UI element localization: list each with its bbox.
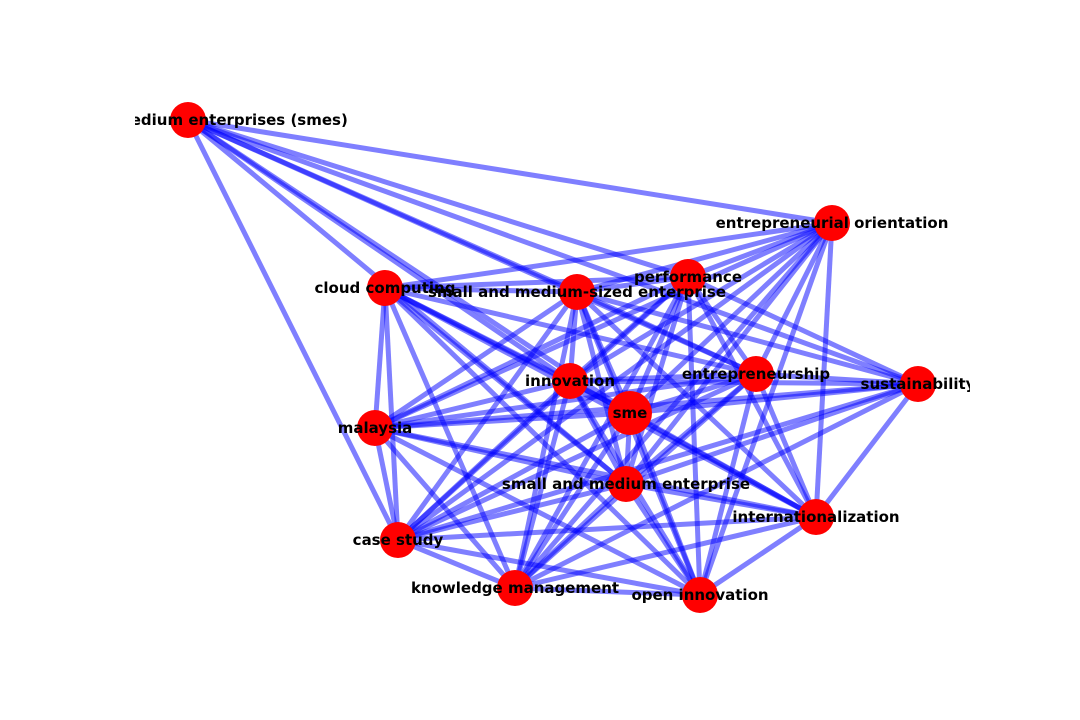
edge-malaysia-open_innovation <box>373 425 702 598</box>
edge-performance-cloud_computing <box>384 274 689 291</box>
edge-innovation-case_study <box>396 379 572 542</box>
node-open-innovation <box>682 577 718 613</box>
edge-performance-open_innovation <box>685 276 703 596</box>
edge-sme-internationalization <box>628 410 818 520</box>
node-sme <box>608 391 652 435</box>
edge-sustainability-case_study <box>397 381 919 543</box>
node-label-entrepreneurial-orientation: entrepreneurial orientation <box>716 214 949 232</box>
edge-case_study-knowledge_management <box>397 537 516 591</box>
node-label-performance: performance <box>634 268 742 286</box>
node-innovation <box>552 363 588 399</box>
node-label-case-study: case study <box>353 531 444 549</box>
edge-sme2-knowledge_management <box>513 482 628 590</box>
edge-malaysia-knowledge_management <box>373 426 517 590</box>
node-sme2 <box>608 466 644 502</box>
node-sustainability <box>900 366 936 402</box>
edge-sme2-internationalization <box>625 481 817 520</box>
edge-entrepreneurial_orientation-open_innovation <box>697 222 835 596</box>
edge-entrepreneurship-malaysia <box>374 371 757 431</box>
node-malaysia <box>357 410 393 446</box>
edge-entrepreneurship-sustainability <box>755 371 919 387</box>
edge-entrepreneurial_orientation-cloud_computing <box>384 220 833 291</box>
edge-cloud_computing-knowledge_management <box>382 287 518 589</box>
edge-sme2-open_innovation <box>623 482 703 597</box>
node-label-smes: small and medium enterprises (smes) <box>28 111 348 129</box>
node-label-entrepreneurship: entrepreneurship <box>682 365 831 383</box>
node-label-knowledge-management: knowledge management <box>411 579 619 597</box>
edge-sme-knowledge_management <box>512 411 633 590</box>
edge-entrepreneurial_orientation-entrepreneurship <box>753 221 835 376</box>
edge-internationalization-open_innovation <box>698 514 818 598</box>
node-entrepreneurial-orientation <box>814 205 850 241</box>
edge-internationalization-knowledge_management <box>514 514 817 591</box>
edge-smse-entrepreneurship <box>575 289 758 377</box>
edge-sme-malaysia <box>374 410 631 431</box>
edge-knowledge_management-open_innovation <box>514 585 701 598</box>
edge-sme2-case_study <box>397 481 627 543</box>
node-smse <box>559 274 595 310</box>
edge-malaysia-case_study <box>372 427 401 541</box>
node-label-innovation: innovation <box>525 372 615 390</box>
edge-internationalization-case_study <box>397 514 817 543</box>
node-smes <box>170 102 206 138</box>
edge-smse-sme2 <box>574 291 629 485</box>
node-label-sme2: small and medium enterprise <box>502 475 750 493</box>
node-label-open-innovation: open innovation <box>631 586 768 604</box>
edge-smes-entrepreneurial_orientation <box>187 117 833 226</box>
edge-innovation-malaysia <box>374 378 571 431</box>
edge-smes-performance <box>187 117 689 280</box>
node-layer <box>170 102 936 613</box>
node-knowledge-management <box>497 570 533 606</box>
edge-sustainability-internationalization <box>814 382 920 519</box>
edge-entrepreneurship-open_innovation <box>697 373 759 596</box>
node-label-malaysia: malaysia <box>338 419 413 437</box>
edge-entrepreneurial_orientation-internationalization <box>813 222 835 518</box>
edge-case_study-open_innovation <box>397 537 701 598</box>
node-label-sustainability: sustainability <box>861 375 976 393</box>
node-label-internationalization: internationalization <box>732 508 899 526</box>
node-cloud-computing <box>367 270 403 306</box>
node-performance <box>670 259 706 295</box>
edge-sme-open_innovation <box>627 412 703 596</box>
edge-sustainability-knowledge_management <box>513 381 920 591</box>
node-entrepreneurship <box>738 356 774 392</box>
edge-smse-case_study <box>395 290 580 542</box>
edge-sme-case_study <box>396 410 632 543</box>
edge-smes-sustainability <box>187 117 919 387</box>
edge-cloud_computing-open_innovation <box>383 286 702 597</box>
node-label-cloud-computing: cloud computing <box>315 279 456 297</box>
edge-cloud_computing-smse <box>384 285 578 295</box>
edge-smes-case_study <box>185 118 401 542</box>
node-label-smse: small and medium-sized enterprise <box>428 283 726 301</box>
edge-cloud_computing-malaysia <box>372 287 388 429</box>
edge-smse-sustainability <box>576 289 919 387</box>
edge-performance-sustainability <box>686 274 920 387</box>
node-internationalization <box>798 499 834 535</box>
edge-layer <box>185 117 920 598</box>
edge-smes-sme <box>186 117 632 416</box>
edge-smse-knowledge_management <box>512 291 580 589</box>
edge-smse-malaysia <box>373 289 579 431</box>
node-case-study <box>380 522 416 558</box>
label-layer: small and medium enterprises (smes) entre… <box>28 111 976 604</box>
node-label-sme: sme <box>613 404 648 422</box>
